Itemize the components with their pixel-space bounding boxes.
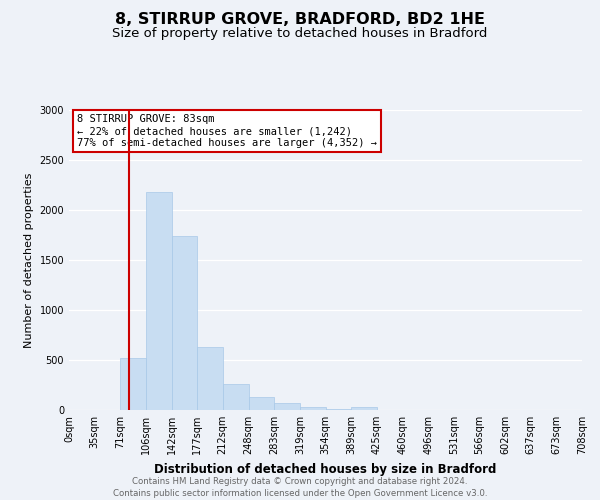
Bar bbox=[351, 407, 377, 410]
Bar bbox=[274, 403, 300, 410]
X-axis label: Distribution of detached houses by size in Bradford: Distribution of detached houses by size … bbox=[154, 462, 497, 475]
Y-axis label: Number of detached properties: Number of detached properties bbox=[24, 172, 34, 348]
Text: Size of property relative to detached houses in Bradford: Size of property relative to detached ho… bbox=[112, 28, 488, 40]
Bar bbox=[172, 236, 197, 410]
Bar bbox=[248, 397, 274, 410]
Bar bbox=[197, 347, 223, 410]
Text: 8 STIRRUP GROVE: 83sqm
← 22% of detached houses are smaller (1,242)
77% of semi-: 8 STIRRUP GROVE: 83sqm ← 22% of detached… bbox=[77, 114, 377, 148]
Text: Contains public sector information licensed under the Open Government Licence v3: Contains public sector information licen… bbox=[113, 489, 487, 498]
Bar bbox=[300, 407, 325, 410]
Bar bbox=[325, 409, 351, 410]
Text: Contains HM Land Registry data © Crown copyright and database right 2024.: Contains HM Land Registry data © Crown c… bbox=[132, 478, 468, 486]
Bar bbox=[223, 384, 248, 410]
Bar bbox=[121, 358, 146, 410]
Text: 8, STIRRUP GROVE, BRADFORD, BD2 1HE: 8, STIRRUP GROVE, BRADFORD, BD2 1HE bbox=[115, 12, 485, 28]
Bar bbox=[146, 192, 172, 410]
